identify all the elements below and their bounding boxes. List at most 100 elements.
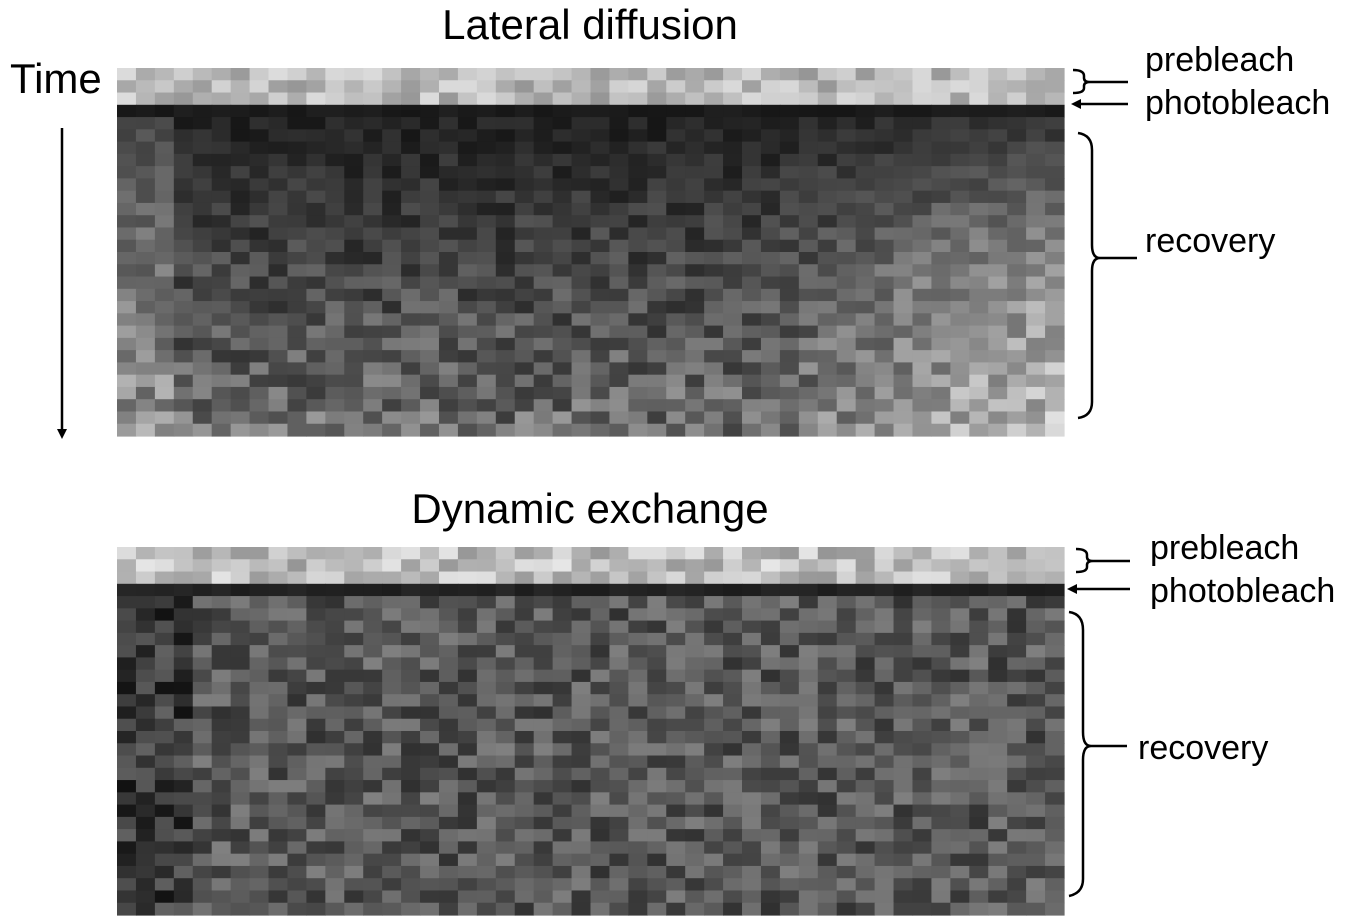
- pixel: [799, 326, 819, 339]
- pixel: [117, 387, 137, 400]
- pixel: [534, 203, 554, 216]
- pixel: [363, 93, 383, 106]
- pixel: [136, 706, 156, 719]
- pixel: [837, 142, 857, 155]
- pixel: [306, 572, 326, 585]
- pixel: [553, 890, 573, 903]
- pixel: [401, 829, 421, 842]
- pixel: [439, 670, 459, 683]
- pixel: [1026, 387, 1046, 400]
- pixel: [799, 633, 819, 646]
- pixel: [515, 731, 535, 744]
- time-label: Time: [10, 55, 102, 102]
- pixel: [950, 326, 970, 339]
- pixel: [988, 129, 1008, 142]
- pixel: [780, 411, 800, 424]
- pixel: [344, 80, 364, 93]
- pixel: [193, 338, 213, 351]
- pixel: [704, 817, 724, 830]
- pixel: [287, 621, 307, 634]
- pixel: [382, 375, 402, 388]
- pixel: [647, 706, 667, 719]
- pixel: [439, 792, 459, 805]
- pixel: [988, 694, 1008, 707]
- pixel: [439, 301, 459, 314]
- pixel: [534, 792, 554, 805]
- pixel: [572, 621, 592, 634]
- pixel: [685, 608, 705, 621]
- pixel: [193, 780, 213, 793]
- pixel: [117, 657, 137, 670]
- pixel: [212, 264, 232, 277]
- pixel: [1026, 854, 1046, 867]
- pixel: [515, 890, 535, 903]
- pixel: [799, 854, 819, 867]
- pixel: [799, 768, 819, 781]
- pixel: [363, 240, 383, 253]
- pixel: [856, 326, 876, 339]
- pixel: [344, 657, 364, 670]
- pixel: [1007, 289, 1027, 302]
- pixel: [1045, 203, 1065, 216]
- pixel: [1045, 326, 1065, 339]
- label: photobleach: [1150, 572, 1335, 610]
- pixel: [591, 670, 611, 683]
- pixel: [363, 866, 383, 879]
- pixel: [837, 117, 857, 130]
- pixel: [155, 719, 175, 732]
- pixel: [704, 621, 724, 634]
- pixel: [155, 559, 175, 572]
- pixel: [458, 154, 478, 167]
- pixel: [193, 399, 213, 412]
- pixel: [439, 608, 459, 621]
- pixel: [382, 670, 402, 683]
- pixel: [950, 903, 970, 916]
- pixel: [534, 289, 554, 302]
- pixel: [818, 350, 838, 363]
- pixel: [1026, 829, 1046, 842]
- pixel: [496, 854, 516, 867]
- pixel: [609, 289, 629, 302]
- pixel: [344, 105, 364, 118]
- pixel: [193, 252, 213, 265]
- pixel: [837, 313, 857, 326]
- pixel: [1045, 657, 1065, 670]
- pixel: [534, 890, 554, 903]
- pixel: [174, 719, 194, 732]
- pixel: [155, 68, 175, 81]
- pixel: [344, 572, 364, 585]
- pixel: [988, 326, 1008, 339]
- pixel: [894, 584, 914, 597]
- pixel: [666, 719, 686, 732]
- pixel: [894, 252, 914, 265]
- pixel: [477, 584, 497, 597]
- pixel: [780, 313, 800, 326]
- pixel: [477, 93, 497, 106]
- pixel: [117, 191, 137, 204]
- pixel: [894, 105, 914, 118]
- pixel: [666, 338, 686, 351]
- pixel: [382, 326, 402, 339]
- pixel: [704, 805, 724, 818]
- pixel: [193, 178, 213, 191]
- pixel: [231, 596, 251, 609]
- pixel: [117, 93, 137, 106]
- pixel: [628, 203, 648, 216]
- pixel: [117, 805, 137, 818]
- pixel: [647, 117, 667, 130]
- pixel: [628, 719, 648, 732]
- pixel: [174, 350, 194, 363]
- pixel: [344, 584, 364, 597]
- pixel: [1045, 154, 1065, 167]
- pixel: [950, 596, 970, 609]
- pixel: [572, 191, 592, 204]
- pixel: [231, 387, 251, 400]
- pixel: [306, 203, 326, 216]
- pixel: [174, 878, 194, 891]
- pixel: [439, 117, 459, 130]
- pixel: [439, 154, 459, 167]
- pixel: [572, 866, 592, 879]
- pixel: [231, 572, 251, 585]
- panel-title: Dynamic exchange: [411, 485, 768, 532]
- pixel: [269, 694, 289, 707]
